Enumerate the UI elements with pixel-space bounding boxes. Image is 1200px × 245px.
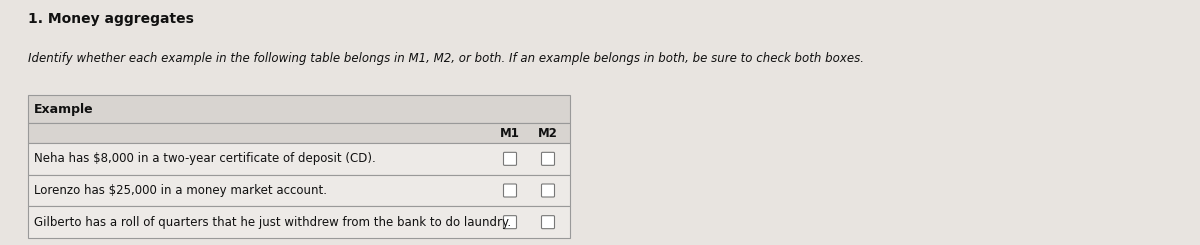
Bar <box>28 123 570 143</box>
FancyBboxPatch shape <box>504 184 516 197</box>
Text: 1. Money aggregates: 1. Money aggregates <box>28 12 194 26</box>
Text: Identify whether each example in the following table belongs in M1, M2, or both.: Identify whether each example in the fol… <box>28 52 864 65</box>
FancyBboxPatch shape <box>541 184 554 197</box>
FancyBboxPatch shape <box>541 216 554 229</box>
Text: Lorenzo has $25,000 in a money market account.: Lorenzo has $25,000 in a money market ac… <box>34 184 326 197</box>
FancyBboxPatch shape <box>504 216 516 229</box>
Text: Gilberto has a roll of quarters that he just withdrew from the bank to do laundr: Gilberto has a roll of quarters that he … <box>34 216 511 229</box>
Text: M2: M2 <box>538 126 558 139</box>
Text: Example: Example <box>34 102 94 115</box>
Bar <box>28 175 570 206</box>
Text: M1: M1 <box>500 126 520 139</box>
Text: Neha has $8,000 in a two-year certificate of deposit (CD).: Neha has $8,000 in a two-year certificat… <box>34 152 376 165</box>
FancyBboxPatch shape <box>541 152 554 165</box>
Bar <box>28 143 570 175</box>
Bar <box>28 95 570 123</box>
FancyBboxPatch shape <box>504 152 516 165</box>
Bar <box>28 206 570 238</box>
